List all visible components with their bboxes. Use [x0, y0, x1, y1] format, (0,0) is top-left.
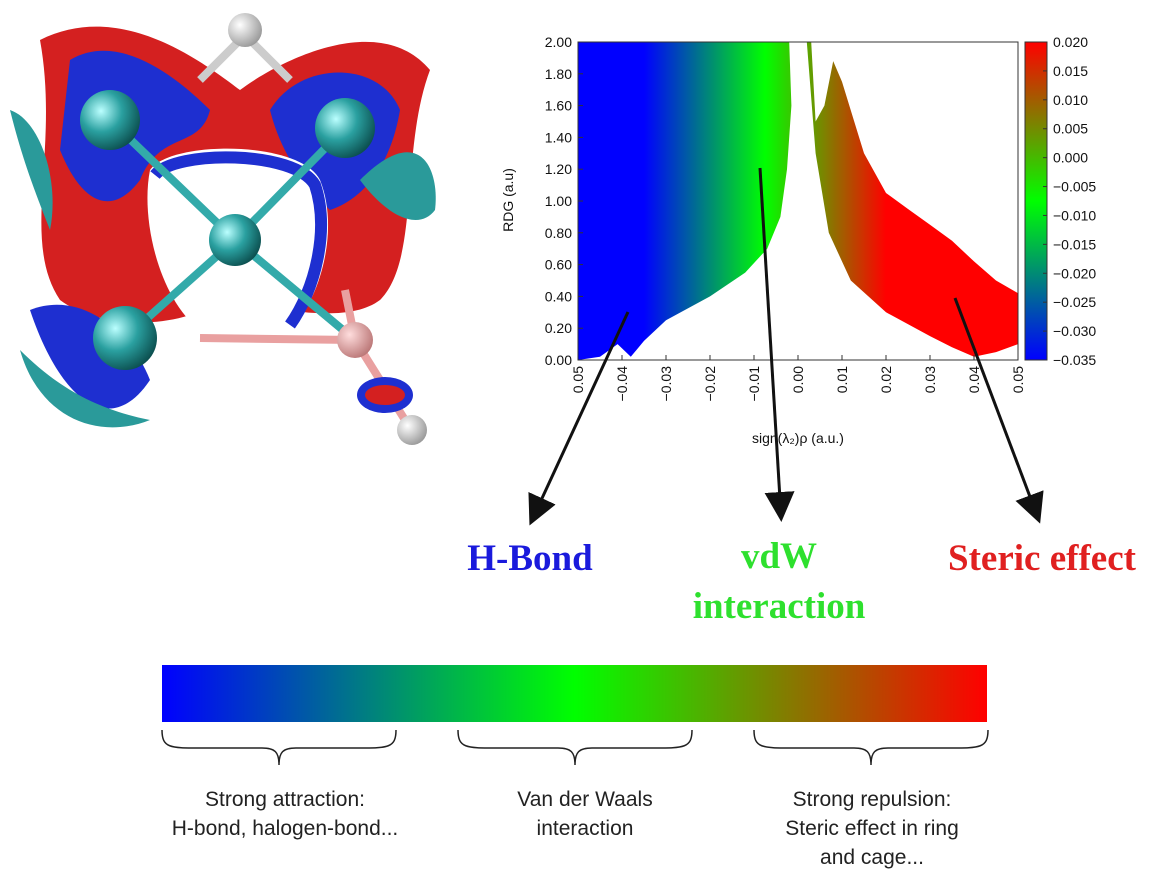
hbond-label: H-Bond — [467, 538, 593, 579]
x-tick-label: −0.02 — [702, 366, 718, 402]
colorbar-tick-label: 0.005 — [1053, 121, 1088, 137]
scale-caption: and cage... — [820, 846, 924, 869]
rdg-scatter-cloud — [578, 42, 1018, 360]
x-tick-label: 0.03 — [922, 366, 938, 393]
scale-caption: Van der Waals — [517, 788, 652, 811]
vdw-label: vdW — [741, 536, 817, 577]
colorbar-tick-label: −0.025 — [1053, 294, 1096, 310]
colorbar-tick-label: −0.035 — [1053, 352, 1096, 368]
x-tick-label: 0.02 — [878, 366, 894, 393]
colorbar-tick-label: −0.005 — [1053, 179, 1096, 195]
scale-caption: H-bond, halogen-bond... — [172, 817, 399, 840]
y-tick-label: 1.40 — [545, 129, 572, 145]
y-tick-label: 1.80 — [545, 66, 572, 82]
y-tick-label: 0.40 — [545, 288, 572, 304]
scale-captions: Strong attraction: H-bond, halogen-bond..… — [172, 788, 959, 869]
steric-label: Steric effect — [948, 538, 1137, 579]
x-tick-label: 0.05 — [570, 366, 586, 393]
colorbar-tick-label: −0.020 — [1053, 265, 1096, 281]
y-tick-label: 0.80 — [545, 225, 572, 241]
molecule-illustration — [10, 13, 436, 445]
x-tick-label: 0.01 — [834, 366, 850, 393]
colorbar-tick-label: −0.015 — [1053, 236, 1096, 252]
scale-caption: interaction — [537, 817, 634, 840]
colorbar-tick-label: −0.010 — [1053, 207, 1096, 223]
braces — [162, 730, 988, 765]
y-tick-label: 0.20 — [545, 320, 572, 336]
rdg-plot: 0.00 0.20 0.40 0.60 0.80 1.00 1.20 1.40 1.60 1.80… — [500, 34, 1096, 446]
x-tick-label: 0.00 — [790, 366, 806, 393]
colorbar-tick-label: −0.030 — [1053, 323, 1096, 339]
scale-caption: Strong repulsion: — [793, 788, 952, 811]
x-tick-label: −0.01 — [746, 366, 762, 402]
x-tick-label: 0.04 — [966, 366, 982, 393]
scale-caption: Steric effect in ring — [785, 817, 959, 840]
x-tick-label: 0.05 — [1010, 366, 1026, 393]
vdw-label: interaction — [693, 586, 866, 627]
y-axis-label: RDG (a.u) — [500, 168, 516, 232]
x-tick-label: −0.04 — [614, 366, 630, 402]
y-tick-label: 1.60 — [545, 98, 572, 114]
color-scale-bar — [162, 665, 987, 722]
y-tick-label: 2.00 — [545, 34, 572, 50]
y-tick-label: 0.00 — [545, 352, 572, 368]
colorbar-tick-label: 0.020 — [1053, 34, 1088, 50]
x-tick-label: −0.03 — [658, 366, 674, 402]
y-tick-label: 1.20 — [545, 161, 572, 177]
colorbar-tick-label: 0.000 — [1053, 150, 1088, 166]
y-tick-label: 1.00 — [545, 193, 572, 209]
x-axis-label: sign(λ₂)ρ (a.u.) — [752, 430, 844, 446]
colorbar-tick-label: 0.010 — [1053, 92, 1088, 108]
colorbar — [1025, 42, 1047, 360]
figure: 0.00 0.20 0.40 0.60 0.80 1.00 1.20 1.40 1.60 1.80… — [0, 0, 1155, 875]
colorbar-tick-label: 0.015 — [1053, 63, 1088, 79]
scale-caption: Strong attraction: — [205, 788, 365, 811]
y-tick-label: 0.60 — [545, 257, 572, 273]
